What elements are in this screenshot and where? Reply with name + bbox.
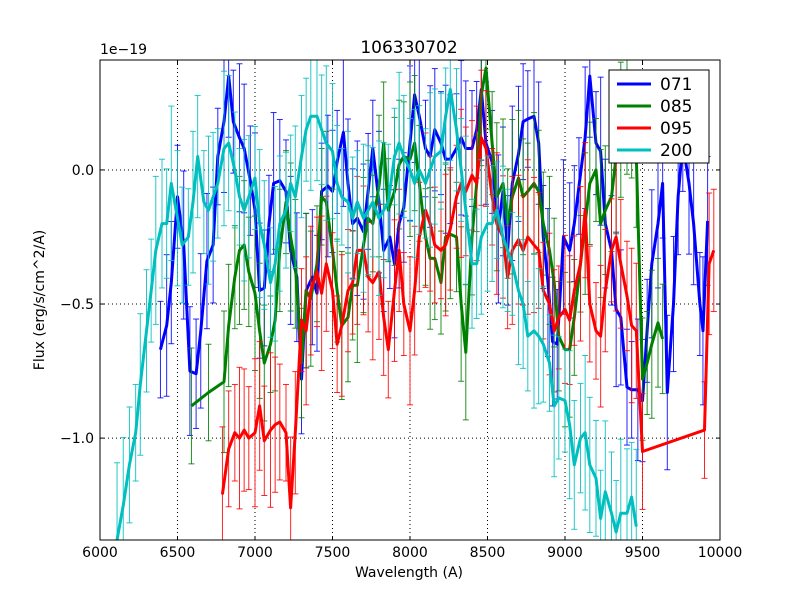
legend: 071 085 095 200: [608, 69, 710, 164]
x-tick-label: 6500: [160, 545, 196, 561]
legend-entry-085: 085: [617, 97, 692, 117]
series-095: [219, 69, 717, 540]
plot-area: [114, 60, 717, 540]
x-tick-label: 10000: [698, 545, 743, 561]
legend-entry-071: 071: [617, 75, 692, 95]
x-tick-label: 6000: [82, 545, 118, 561]
y-axis-label: Flux (erg/s/cm^2/A): [32, 230, 48, 370]
chart-title: 106330702: [360, 38, 457, 58]
x-axis-label: Wavelength (A): [355, 565, 463, 581]
axis-ticks: 6000 6500 7000 7500 8000 8500 9000 9500 10000 0.0…: [60, 60, 742, 561]
legend-entry-200: 200: [617, 141, 692, 161]
series-200: [114, 60, 640, 540]
x-tick-label: 8500: [470, 545, 506, 561]
y-tick-label: 0.0: [72, 163, 94, 179]
x-tick-label: 7500: [315, 545, 351, 561]
x-tick-label: 9500: [625, 545, 661, 561]
x-tick-label: 8000: [392, 545, 428, 561]
x-tick-label: 9000: [547, 545, 583, 561]
legend-label-095: 095: [660, 119, 692, 139]
y-offset-label: 1e−19: [100, 42, 147, 58]
series-line-085: [190, 66, 665, 408]
y-tick-label: −1.0: [60, 431, 94, 447]
legend-label-085: 085: [660, 97, 692, 117]
legend-label-071: 071: [660, 75, 692, 95]
series-line-095: [220, 136, 716, 510]
x-tick-label: 7000: [237, 545, 273, 561]
series-line-200: [115, 88, 638, 540]
legend-label-200: 200: [660, 141, 692, 161]
legend-entry-095: 095: [617, 119, 692, 139]
y-tick-label: −0.5: [60, 297, 94, 313]
series-line-071: [158, 74, 710, 403]
